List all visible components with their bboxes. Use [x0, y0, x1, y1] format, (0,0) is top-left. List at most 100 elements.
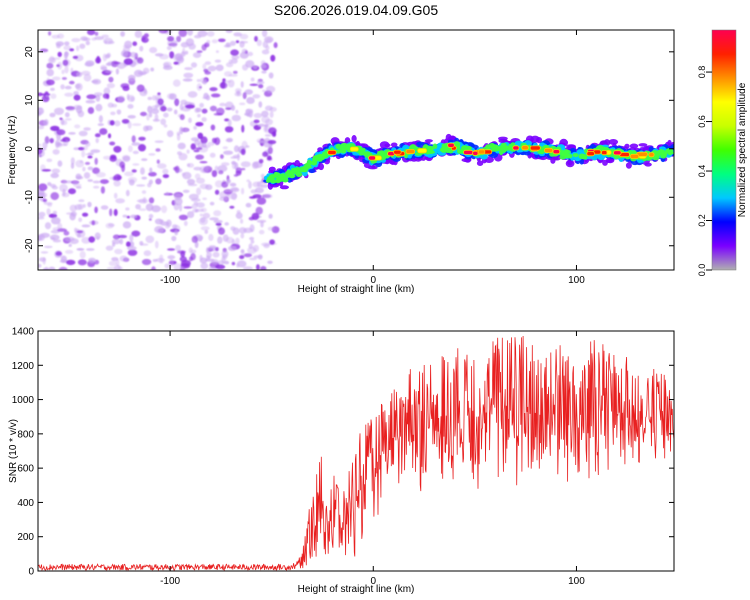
heatmap-noise-blob	[141, 158, 148, 162]
heatmap-ridge-cell	[295, 171, 303, 177]
heatmap-noise-blob	[88, 257, 96, 263]
heatmap-noise-blob	[131, 135, 136, 143]
heatmap-noise-blob	[131, 169, 137, 173]
heatmap-ridge-cell	[360, 147, 366, 152]
heatmap-noise-blob	[100, 205, 109, 210]
heatmap-noise-blob	[66, 259, 76, 266]
heatmap-noise-blob	[174, 98, 180, 107]
heatmap-noise-blob	[78, 130, 88, 137]
heatmap-noise-blob	[122, 221, 132, 229]
heatmap-ridge-cell	[364, 152, 370, 158]
heatmap-noise-blob	[85, 141, 91, 147]
heatmap-noise-blob	[223, 260, 230, 265]
heatmap-noise-blob	[112, 242, 116, 247]
heatmap-noise-blob	[245, 108, 254, 114]
heatmap-noise-blob	[63, 45, 71, 51]
heatmap-noise-blob	[183, 72, 194, 79]
heatmap-noise-blob	[105, 245, 114, 251]
x-tick-label: -100	[160, 275, 180, 286]
heatmap-noise-blob	[82, 166, 86, 172]
heatmap-noise-blob	[93, 92, 103, 97]
heatmap-noise-blob	[209, 105, 217, 112]
heatmap-noise-blob	[139, 45, 144, 52]
heatmap-noise-blob	[148, 179, 153, 185]
heatmap-noise-blob	[121, 119, 130, 124]
heatmap-noise-blobs	[38, 30, 280, 270]
heatmap-noise-blob	[215, 64, 224, 72]
heatmap-ridge-cell	[455, 144, 461, 150]
heatmap-noise-blob	[85, 40, 91, 46]
heatmap-noise-blob	[231, 58, 238, 64]
heatmap-noise-blob	[177, 142, 186, 150]
heatmap-noise-blob	[78, 199, 85, 203]
y-tick-label: 10	[24, 94, 35, 106]
heatmap-noise-blob	[249, 83, 259, 87]
heatmap-noise-blob	[74, 124, 81, 129]
y-tick-label: 0	[24, 146, 35, 152]
heatmap-ridge-cell	[429, 146, 435, 151]
heatmap-noise-blob	[220, 154, 224, 160]
heatmap-noise-blob	[64, 118, 72, 121]
heatmap-noise-blob	[87, 107, 95, 114]
heatmap-noise-blob	[232, 227, 240, 235]
heatmap-noise-blob	[105, 222, 114, 229]
heatmap-noise-blob	[260, 266, 267, 270]
heatmap-noise-blob	[64, 112, 70, 118]
heatmap-noise-blob	[157, 98, 164, 106]
heatmap-noise-blob	[107, 133, 112, 139]
heatmap-noise-blob	[48, 31, 52, 36]
heatmap-noise-blob	[79, 251, 86, 259]
heatmap-noise-blob	[179, 266, 185, 270]
heatmap-noise-blob	[134, 30, 143, 38]
heatmap-noise-blob	[211, 170, 218, 178]
heatmap-noise-blob	[163, 112, 169, 118]
heatmap-noise-blob	[202, 79, 208, 85]
heatmap-noise-blob	[231, 192, 238, 201]
heatmap-noise-blob	[235, 237, 240, 245]
heatmap-noise-blob	[204, 70, 211, 75]
heatmap-noise-blob	[106, 266, 117, 270]
heatmap-ridge-cell	[340, 142, 348, 149]
heatmap-noise-blob	[250, 189, 258, 194]
heatmap-noise-blob	[225, 42, 231, 47]
heatmap-noise-blob	[223, 80, 232, 83]
heatmap-noise-blob	[257, 254, 263, 260]
heatmap-frame	[37, 29, 675, 271]
heatmap-noise-blob	[42, 141, 48, 149]
heatmap-noise-blob	[241, 124, 245, 133]
heatmap-noise-blob	[261, 49, 270, 55]
heatmap-noise-blob	[248, 243, 253, 249]
heatmap-noise-blob	[254, 187, 264, 194]
heatmap-noise-blob	[146, 113, 150, 121]
heatmap-noise-blob	[99, 179, 109, 185]
heatmap-noise-blob	[167, 248, 176, 251]
heatmap-noise-blob	[156, 228, 164, 234]
heatmap-noise-blob	[66, 107, 76, 112]
heatmap-noise-blob	[87, 152, 94, 156]
heatmap-noise-blob	[236, 210, 241, 214]
heatmap-noise-blob	[83, 127, 91, 131]
heatmap-noise-blob	[209, 152, 216, 158]
heatmap-noise-blob	[252, 94, 261, 99]
heatmap-noise-blob	[105, 62, 113, 66]
heatmap-noise-blob	[245, 60, 255, 68]
heatmap-noise-blob	[86, 94, 97, 100]
heatmap-noise-blob	[68, 132, 76, 135]
heatmap-noise-blob	[256, 264, 260, 270]
heatmap-noise-blob	[224, 126, 234, 133]
heatmap-noise-blob	[125, 207, 130, 211]
heatmap-noise-blob	[59, 184, 68, 192]
heatmap-noise-blob	[38, 147, 43, 155]
heatmap-noise-blob	[94, 157, 98, 165]
heatmap-noise-blob	[244, 89, 253, 95]
heatmap-noise-blob	[149, 167, 153, 173]
heatmap-noise-blob	[167, 36, 175, 42]
heatmap-noise-blob	[113, 61, 121, 65]
heatmap-noise-blob	[206, 251, 212, 259]
heatmap-noise-blob	[62, 188, 66, 197]
heatmap-noise-blob	[82, 204, 86, 208]
heatmap-noise-blob	[240, 249, 245, 254]
heatmap-noise-blob	[193, 125, 197, 130]
heatmap-noise-blob	[196, 50, 203, 53]
